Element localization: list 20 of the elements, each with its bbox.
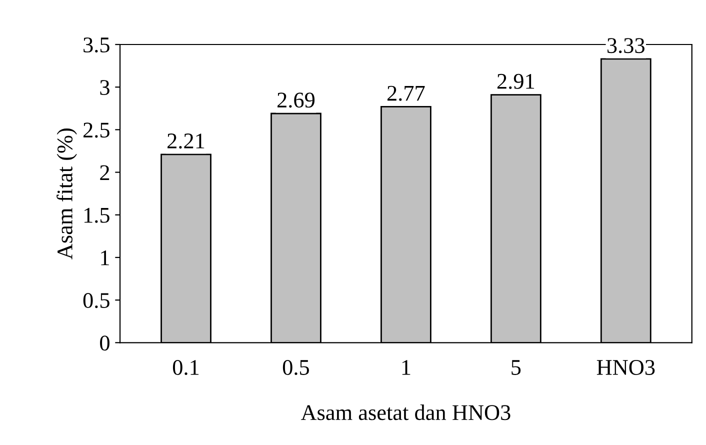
data-label: 2.77: [387, 86, 425, 101]
data-label: 2.69: [278, 92, 315, 108]
x-tick-label: 1: [402, 360, 410, 375]
y-tick-label: 3: [100, 80, 110, 96]
x-tick-label: 0.5: [282, 360, 309, 376]
y-tick-label: 0.5: [83, 292, 110, 308]
y-axis-title: Asam fitat (%): [56, 128, 77, 260]
data-label: 3.33: [608, 38, 644, 54]
data-label: 2.21: [168, 134, 204, 149]
x-tick-label: 0.1: [172, 360, 199, 376]
y-tick-label: 0: [100, 336, 110, 351]
y-tick-label: 1: [101, 250, 109, 266]
y-tick-label: 2.5: [83, 122, 110, 138]
x-axis-title: Asam asetat dan HNO3: [300, 404, 510, 420]
y-tick-label: 2: [100, 165, 110, 180]
data-label: 2.91: [497, 74, 534, 89]
y-tick-label: 3.5: [84, 37, 110, 53]
y-tick-label: 1.5: [84, 208, 110, 223]
x-tick-label: 5: [512, 360, 521, 375]
x-tick-label: HNO3: [596, 360, 655, 375]
